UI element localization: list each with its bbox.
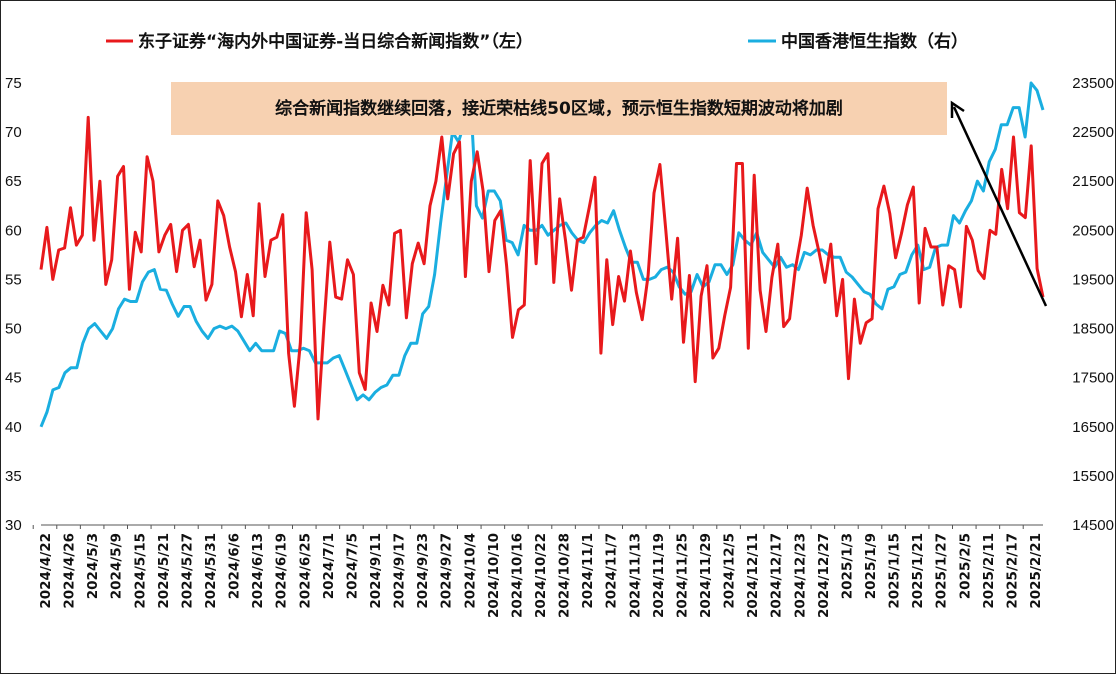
x-tick-label: 2025/2/5 — [957, 533, 973, 599]
x-tick-label: 2025/2/11 — [981, 533, 997, 609]
x-tick-label: 2024/10/10 — [486, 533, 502, 618]
left-tick-label: 45 — [5, 370, 22, 387]
x-tick-label: 2024/11/7 — [604, 533, 620, 609]
left-y-axis: 30 35 40 45 50 55 60 65 70 75 — [5, 75, 22, 534]
series-layer — [39, 81, 1045, 428]
right-tick-label: 14500 — [1072, 517, 1114, 534]
annotation-arrowhead — [950, 100, 965, 118]
x-tick-label: 2024/12/27 — [816, 533, 832, 618]
x-tick-label: 2024/10/16 — [509, 533, 525, 618]
x-tick-label: 2024/6/19 — [274, 533, 290, 609]
x-tick-label: 2024/11/29 — [698, 533, 714, 618]
right-tick-label: 18500 — [1072, 321, 1114, 338]
legend: 东子证券“海内外中国证券-当日综合新闻指数”（左） 中国香港恒生指数（右） — [106, 31, 968, 52]
x-tick-label: 2025/1/27 — [934, 533, 950, 609]
x-tick-label: 2024/12/11 — [745, 533, 761, 618]
x-tick-label: 2024/4/22 — [38, 533, 54, 609]
x-tick-label: 2024/11/19 — [651, 533, 667, 618]
x-tick-label: 2025/1/21 — [910, 533, 926, 609]
legend-label-hang-seng: 中国香港恒生指数（右） — [781, 31, 968, 52]
x-tick-label: 2024/12/5 — [722, 533, 738, 609]
left-tick-label: 75 — [5, 75, 22, 92]
right-tick-label: 23500 — [1072, 75, 1114, 92]
series-line-hang-seng — [39, 81, 1045, 428]
x-tick-label: 2024/10/22 — [533, 533, 549, 618]
series-line-news-index — [39, 115, 1045, 421]
left-tick-label: 30 — [5, 517, 22, 534]
right-y-axis: 14500 15500 16500 17500 18500 19500 20500 21500… — [1072, 75, 1114, 534]
x-tick-label: 2024/12/17 — [769, 533, 785, 618]
x-tick-label: 2024/10/4 — [462, 533, 478, 609]
annotation-text: 综合新闻指数继续回落，接近荣枯线50区域，预示恒生指数短期波动将加剧 — [275, 98, 843, 119]
right-tick-label: 15500 — [1072, 468, 1114, 485]
x-tick-label: 2025/1/9 — [863, 533, 879, 599]
x-tick-label: 2024/7/5 — [344, 533, 360, 599]
x-tick-label: 2024/7/1 — [321, 533, 337, 599]
x-tick-label: 2024/6/6 — [227, 533, 243, 599]
x-tick-label: 2024/5/3 — [85, 533, 101, 599]
x-axis: 2024/4/22 2024/4/26 2024/5/3 2024/5/9 2024/5… — [32, 524, 1044, 618]
left-tick-label: 70 — [5, 124, 22, 141]
left-tick-label: 35 — [5, 468, 22, 485]
x-tick-label: 2024/5/31 — [203, 533, 219, 609]
x-tick-label: 2024/6/25 — [297, 533, 313, 609]
x-tick-label: 2024/9/11 — [368, 533, 384, 609]
left-tick-label: 40 — [5, 419, 22, 436]
x-tick-label: 2025/1/15 — [887, 533, 903, 609]
x-tick-label: 2024/5/21 — [156, 533, 172, 609]
x-tick-label: 2024/9/27 — [439, 533, 455, 609]
right-tick-label: 19500 — [1072, 271, 1114, 288]
right-tick-label: 21500 — [1072, 173, 1114, 190]
x-tick-label: 2025/2/21 — [1028, 533, 1044, 609]
right-tick-label: 22500 — [1072, 124, 1114, 141]
left-tick-label: 50 — [5, 321, 22, 338]
x-tick-label: 2024/6/13 — [250, 533, 266, 609]
annotation: 综合新闻指数继续回落，接近荣枯线50区域，预示恒生指数短期波动将加剧 — [171, 82, 1048, 307]
left-tick-label: 65 — [5, 173, 22, 190]
x-tick-label: 2024/5/9 — [109, 533, 125, 599]
x-tick-label: 2024/9/23 — [415, 533, 431, 609]
legend-label-news-index: 东子证券“海内外中国证券-当日综合新闻指数”（左） — [138, 31, 533, 52]
x-tick-label: 2024/12/23 — [792, 533, 808, 618]
x-tick-label: 2024/11/25 — [674, 533, 690, 618]
x-tick-label: 2024/11/1 — [580, 533, 596, 609]
x-tick-label: 2024/4/26 — [62, 533, 78, 609]
left-tick-label: 60 — [5, 222, 22, 239]
annotation-arrow — [952, 106, 1048, 307]
left-tick-label: 55 — [5, 271, 22, 288]
x-tick-label: 2025/2/17 — [1004, 533, 1020, 609]
right-tick-label: 16500 — [1072, 419, 1114, 436]
x-tick-label: 2025/1/3 — [839, 533, 855, 599]
right-tick-label: 20500 — [1072, 222, 1114, 239]
right-tick-label: 17500 — [1072, 370, 1114, 387]
x-tick-label: 2024/5/27 — [179, 533, 195, 609]
annotation-box — [171, 82, 947, 135]
x-tick-label: 2024/5/15 — [132, 533, 148, 609]
x-tick-label: 2024/11/13 — [627, 533, 643, 618]
x-tick-label: 2024/10/28 — [557, 533, 573, 618]
x-tick-label: 2024/9/17 — [392, 533, 408, 609]
